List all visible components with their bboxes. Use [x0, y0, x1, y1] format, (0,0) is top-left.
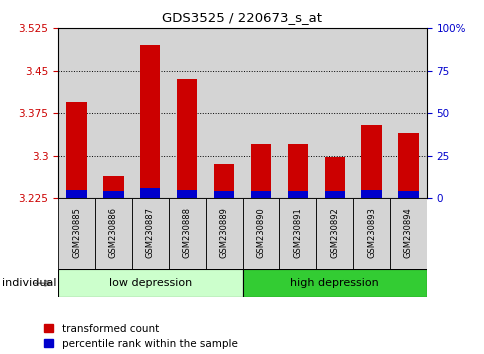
Text: GSM230890: GSM230890: [256, 207, 265, 258]
Bar: [397, 133, 418, 198]
Bar: [213, 192, 234, 198]
Bar: [177, 79, 197, 198]
Legend: transformed count, percentile rank within the sample: transformed count, percentile rank withi…: [44, 324, 237, 349]
Bar: [95, 198, 132, 269]
Bar: [352, 28, 389, 198]
Bar: [287, 144, 307, 198]
Bar: [140, 45, 160, 198]
Bar: [103, 192, 123, 198]
Bar: [95, 28, 132, 198]
Bar: [324, 157, 344, 198]
Text: GSM230885: GSM230885: [72, 207, 81, 258]
Bar: [397, 190, 418, 198]
Text: GSM230893: GSM230893: [366, 207, 375, 258]
Bar: [168, 198, 205, 269]
Bar: [316, 198, 352, 269]
Bar: [66, 190, 87, 198]
Bar: [177, 190, 197, 198]
Bar: [316, 28, 352, 198]
Bar: [132, 28, 168, 198]
Text: individual: individual: [2, 278, 57, 288]
Bar: [103, 176, 123, 198]
Bar: [66, 102, 87, 198]
Bar: [361, 190, 381, 198]
Bar: [242, 28, 279, 198]
Text: GSM230886: GSM230886: [109, 207, 118, 258]
Bar: [324, 192, 344, 198]
Bar: [205, 28, 242, 198]
Bar: [58, 28, 95, 198]
Text: high depression: high depression: [290, 278, 378, 288]
Bar: [361, 125, 381, 198]
Bar: [279, 28, 316, 198]
Text: GSM230892: GSM230892: [330, 207, 338, 258]
Text: GSM230889: GSM230889: [219, 207, 228, 258]
Bar: [132, 198, 168, 269]
Bar: [389, 198, 426, 269]
Bar: [213, 164, 234, 198]
Text: low depression: low depression: [108, 278, 192, 288]
Text: GSM230887: GSM230887: [146, 207, 154, 258]
Text: GSM230894: GSM230894: [403, 207, 412, 258]
Text: GSM230888: GSM230888: [182, 207, 191, 258]
Bar: [242, 269, 426, 297]
Bar: [168, 28, 205, 198]
Bar: [279, 198, 316, 269]
Text: GSM230891: GSM230891: [293, 207, 302, 258]
Text: GDS3525 / 220673_s_at: GDS3525 / 220673_s_at: [162, 11, 322, 24]
Bar: [352, 198, 389, 269]
Bar: [250, 190, 271, 198]
Bar: [140, 188, 160, 198]
Bar: [205, 198, 242, 269]
Bar: [287, 190, 307, 198]
Bar: [58, 198, 95, 269]
Bar: [250, 144, 271, 198]
Bar: [242, 198, 279, 269]
Bar: [58, 269, 242, 297]
Bar: [389, 28, 426, 198]
